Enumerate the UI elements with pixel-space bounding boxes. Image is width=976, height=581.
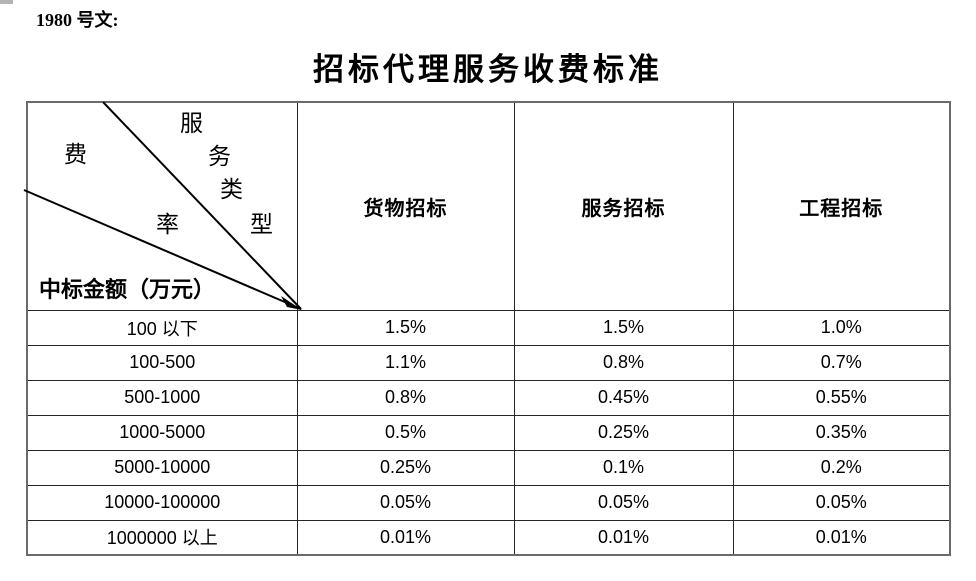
page-edge-mark: [0, 0, 13, 4]
table-row: 1000-5000 0.5% 0.25% 0.35%: [26, 414, 951, 451]
table-row: 5000-10000 0.25% 0.1% 0.2%: [26, 449, 951, 486]
table-row: 1000000 以上 0.01% 0.01% 0.01%: [26, 519, 951, 556]
table-row: 10000-100000 0.05% 0.05% 0.05%: [26, 484, 951, 521]
corner-fee-rate-char: 费: [64, 142, 87, 167]
rate-value: 1.5%: [296, 309, 515, 346]
rate-value: 0.25%: [296, 449, 515, 486]
column-header-works-bidding: 工程招标: [732, 101, 951, 311]
fee-standard-table: 服 务 类 型 费 率 中标金额（万元） 货物招标 服务招标 工程招标 100 …: [23, 101, 951, 556]
corner-service-type-char: 服: [180, 111, 203, 136]
table-row: 100-500 1.1% 0.8% 0.7%: [26, 344, 951, 381]
table-header-row: 服 务 类 型 费 率 中标金额（万元） 货物招标 服务招标 工程招标: [23, 101, 951, 311]
rate-value: 0.05%: [513, 484, 734, 521]
corner-fee-rate-char: 率: [156, 212, 179, 237]
diagonal-divider-lines: [23, 101, 302, 310]
rate-value: 0.55%: [732, 379, 951, 416]
rate-value: 0.8%: [513, 344, 734, 381]
rate-value: 0.05%: [296, 484, 515, 521]
rate-value: 0.01%: [513, 519, 734, 556]
rate-value: 0.45%: [513, 379, 734, 416]
rate-value: 0.2%: [732, 449, 951, 486]
diagonal-header-cell: 服 务 类 型 费 率 中标金额（万元）: [23, 101, 302, 311]
rate-value: 0.5%: [296, 414, 515, 451]
rate-value: 0.05%: [732, 484, 951, 521]
rate-value: 1.5%: [513, 309, 734, 346]
rate-value: 0.01%: [732, 519, 951, 556]
corner-service-type-char: 型: [250, 212, 273, 237]
rate-value: 0.35%: [732, 414, 951, 451]
row-label: 5000-10000: [26, 449, 298, 486]
row-label: 10000-100000: [26, 484, 298, 521]
row-label: 100 以下: [26, 309, 298, 346]
rate-value: 1.1%: [296, 344, 515, 381]
row-label: 1000000 以上: [26, 519, 298, 556]
corner-service-type-char: 务: [208, 144, 231, 169]
row-label: 500-1000: [26, 379, 298, 416]
table-row: 500-1000 0.8% 0.45% 0.55%: [26, 379, 951, 416]
column-header-goods-bidding: 货物招标: [296, 101, 515, 311]
rate-value: 0.7%: [732, 344, 951, 381]
page-title: 招标代理服务收费标准: [313, 52, 663, 87]
column-header-service-bidding: 服务招标: [513, 101, 734, 311]
corner-service-type-char: 类: [220, 177, 243, 202]
rate-value: 0.01%: [296, 519, 515, 556]
rate-value: 0.1%: [513, 449, 734, 486]
table-row: 100 以下 1.5% 1.5% 1.0%: [26, 309, 951, 346]
rate-value: 1.0%: [732, 309, 951, 346]
corner-amount-axis-label: 中标金额（万元）: [39, 277, 216, 302]
rate-value: 0.25%: [513, 414, 734, 451]
rate-value: 0.8%: [296, 379, 515, 416]
row-label: 1000-5000: [26, 414, 298, 451]
document-reference: 1980 号文:: [36, 10, 119, 30]
row-label: 100-500: [26, 344, 298, 381]
